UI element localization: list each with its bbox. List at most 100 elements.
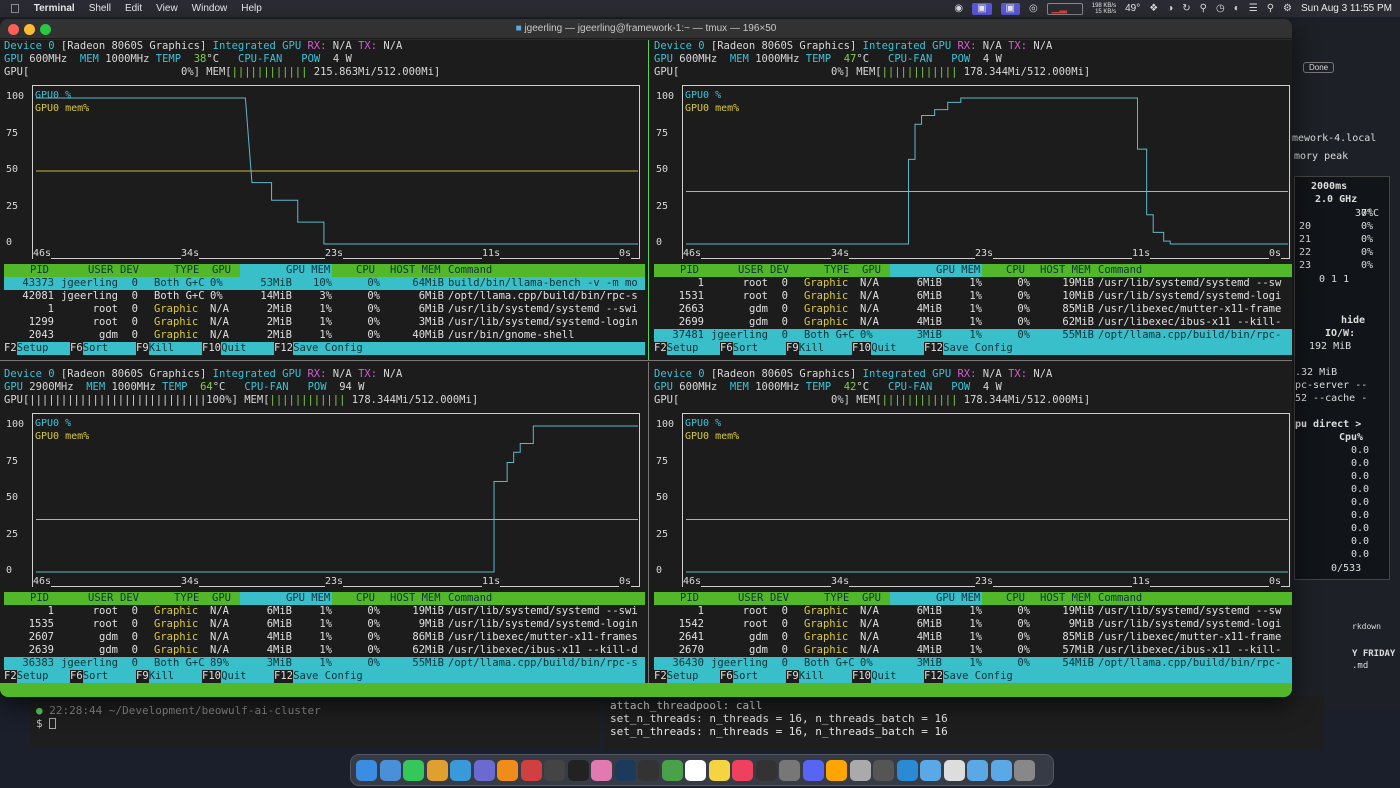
- tailscale-icon[interactable]: ◑: [1167, 3, 1174, 14]
- process-row[interactable]: 2607 gdm 0 Graphic N/A 4MiB 1% 0% 86MiB/usr/libe…: [4, 631, 645, 644]
- wifi-icon[interactable]: ☰: [1248, 3, 1258, 14]
- column-header-gpu[interactable]: GPU: [212, 264, 231, 276]
- nvtop-pane[interactable]: Device 0 [Radeon 8060S Graphics] Integra…: [654, 368, 1292, 690]
- notes2-icon[interactable]: [708, 760, 730, 781]
- window-titlebar[interactable]: ■ jgeerling — jgeerling@framework-1:~ — …: [0, 19, 1292, 39]
- database-icon[interactable]: [520, 760, 542, 781]
- photos-icon[interactable]: [591, 760, 612, 781]
- battery-graph-icon[interactable]: ▁▂: [1046, 2, 1083, 15]
- folder2-icon[interactable]: [967, 760, 988, 781]
- process-row[interactable]: 36430 jgeerling 0 Both G+C 0% 3MiB 1% 0% 54MiB/o…: [654, 657, 1292, 670]
- nvtop-pane[interactable]: Device 0 [Radeon 8060S Graphics] Integra…: [4, 40, 645, 362]
- control-center-icon[interactable]: ⚙: [1283, 3, 1292, 14]
- process-row[interactable]: 1 root 0 Graphic N/A 6MiB 1% 0% 19MiB/usr/lib/sy…: [654, 277, 1292, 290]
- column-header-type[interactable]: TYPE: [824, 264, 850, 276]
- column-header-type[interactable]: TYPE: [824, 592, 850, 604]
- column-header-cpu[interactable]: CPU: [1006, 264, 1025, 276]
- key-icon[interactable]: ⚲: [1199, 3, 1207, 14]
- tmux-session[interactable]: Device 0 [Radeon 8060S Graphics] Integra…: [0, 40, 1292, 697]
- column-header-user[interactable]: USER: [88, 264, 114, 276]
- process-row[interactable]: 2670 gdm 0 Graphic N/A 4MiB 1% 0% 57MiB/usr/libe…: [654, 644, 1292, 657]
- process-row[interactable]: 2639 gdm 0 Graphic N/A 4MiB 1% 0% 62MiB/usr/libe…: [4, 644, 645, 657]
- vm-icon[interactable]: [849, 760, 871, 781]
- fkey-save-config[interactable]: F12: [274, 670, 293, 683]
- document-icon[interactable]: [943, 760, 965, 781]
- screen-share-icon[interactable]: ▣: [1000, 2, 1020, 15]
- column-header-cmd[interactable]: Command: [448, 592, 493, 604]
- globe-icon[interactable]: ◎: [1029, 3, 1038, 14]
- process-row[interactable]: 1 root 0 Graphic N/A 2MiB 1% 0% 6MiB/usr/lib/sys…: [4, 303, 645, 316]
- finalcut-icon[interactable]: [638, 760, 659, 781]
- column-header-dev[interactable]: DEV: [120, 264, 139, 276]
- column-header-gpumem[interactable]: GPU MEM: [936, 592, 981, 604]
- fkey-setup[interactable]: F2: [4, 670, 17, 683]
- fkey-kill[interactable]: F9: [786, 342, 799, 355]
- column-header-pid[interactable]: PID: [680, 264, 699, 276]
- fkey-save-config[interactable]: F12: [924, 342, 943, 355]
- process-row[interactable]: 36383 jgeerling 0 Both G+C 89% 3MiB 1% 0% 55MiB /…: [4, 657, 645, 670]
- fkey-quit[interactable]: F10: [202, 342, 221, 355]
- process-row[interactable]: 2699 gdm 0 Graphic N/A 4MiB 1% 0% 62MiB/usr/libe…: [654, 316, 1292, 329]
- fkey-kill[interactable]: F9: [136, 342, 149, 355]
- display-icon[interactable]: ▣: [972, 2, 992, 15]
- fkey-kill[interactable]: F9: [786, 670, 799, 683]
- mail-icon[interactable]: [379, 760, 401, 781]
- bg-cpu-pct[interactable]: Cpu%: [1339, 432, 1364, 443]
- camera-icon[interactable]: [873, 760, 894, 781]
- notes-icon[interactable]: [473, 760, 495, 781]
- folder-icon[interactable]: [920, 760, 941, 781]
- fkey-quit[interactable]: F10: [852, 342, 871, 355]
- bg-pu-direct[interactable]: pu direct >: [1295, 419, 1362, 430]
- photoshop-icon[interactable]: [614, 760, 636, 781]
- column-header-gpumem[interactable]: GPU MEM: [286, 264, 331, 276]
- fkey-sort[interactable]: F6: [720, 670, 733, 683]
- column-header-host[interactable]: HOST MEM: [1040, 264, 1091, 276]
- process-row[interactable]: 1542 root 0 Graphic N/A 6MiB 1% 0% 9MiB/usr/lib/…: [654, 618, 1292, 631]
- finder-icon[interactable]: [356, 760, 377, 781]
- process-row[interactable]: 42081 jgeerling 0 Both G+C 0% 14MiB 3% 0% 6MiB/o…: [4, 290, 645, 303]
- close-button[interactable]: [8, 24, 19, 35]
- column-header-pid[interactable]: PID: [30, 264, 49, 276]
- search-icon[interactable]: ⚲: [1266, 3, 1275, 14]
- messages-icon[interactable]: [403, 760, 424, 781]
- menu-edit[interactable]: Edit: [115, 3, 142, 14]
- fkey-save-config[interactable]: F12: [924, 670, 943, 683]
- minimize-button[interactable]: [24, 24, 35, 35]
- column-header-dev[interactable]: DEV: [120, 592, 139, 604]
- column-header-dev[interactable]: DEV: [770, 592, 789, 604]
- process-row[interactable]: 1531 root 0 Graphic N/A 6MiB 1% 0% 10MiB/usr/lib…: [654, 290, 1292, 303]
- sync-icon[interactable]: ↻: [1182, 3, 1191, 14]
- fkey-setup[interactable]: F2: [654, 670, 667, 683]
- column-header-dev[interactable]: DEV: [770, 264, 789, 276]
- column-header-gpumem[interactable]: GPU MEM: [936, 264, 981, 276]
- fkey-sort[interactable]: F6: [70, 342, 83, 355]
- column-header-type[interactable]: TYPE: [174, 264, 200, 276]
- background-terminal-left[interactable]: ● 22:28:44 ~/Development/beowulf-ai-clus…: [30, 698, 600, 748]
- apple-icon[interactable]: : [10, 1, 20, 16]
- time-machine-icon[interactable]: ◷: [1215, 3, 1225, 14]
- fkey-save-config[interactable]: F12: [274, 342, 293, 355]
- column-header-gpu[interactable]: GPU: [862, 264, 881, 276]
- column-header-cpu[interactable]: CPU: [356, 264, 375, 276]
- done-button[interactable]: Done: [1303, 62, 1335, 73]
- column-header-cpu[interactable]: CPU: [1006, 592, 1025, 604]
- bg-hide[interactable]: hide: [1341, 315, 1366, 326]
- activity-icon[interactable]: [755, 760, 777, 781]
- column-header-user[interactable]: USER: [738, 264, 764, 276]
- sublime-icon[interactable]: [497, 760, 518, 781]
- fkey-quit[interactable]: F10: [852, 670, 871, 683]
- background-terminal-right[interactable]: attach_threadpool: call set_n_threads: n…: [604, 696, 1324, 750]
- settings-icon[interactable]: [779, 760, 800, 781]
- process-row[interactable]: 1535 root 0 Graphic N/A 6MiB 1% 0% 9MiB/usr/lib/…: [4, 618, 645, 631]
- terminal-icon[interactable]: [567, 760, 589, 781]
- chrome-icon[interactable]: [661, 760, 683, 781]
- fkey-kill[interactable]: F9: [136, 670, 149, 683]
- record-icon[interactable]: ◉: [954, 3, 964, 14]
- menu-window[interactable]: Window: [181, 3, 228, 14]
- process-row[interactable]: 1 root 0 Graphic N/A 6MiB 1% 0% 19MiB/usr/lib/sy…: [654, 605, 1292, 618]
- home-icon[interactable]: [826, 760, 847, 781]
- clock[interactable]: Sun Aug 3 11:55 PM: [1301, 3, 1392, 14]
- column-header-host[interactable]: HOST MEM: [390, 264, 441, 276]
- music2-icon[interactable]: [732, 760, 753, 781]
- process-row[interactable]: 2641 gdm 0 Graphic N/A 4MiB 1% 0% 85MiB/usr/libe…: [654, 631, 1292, 644]
